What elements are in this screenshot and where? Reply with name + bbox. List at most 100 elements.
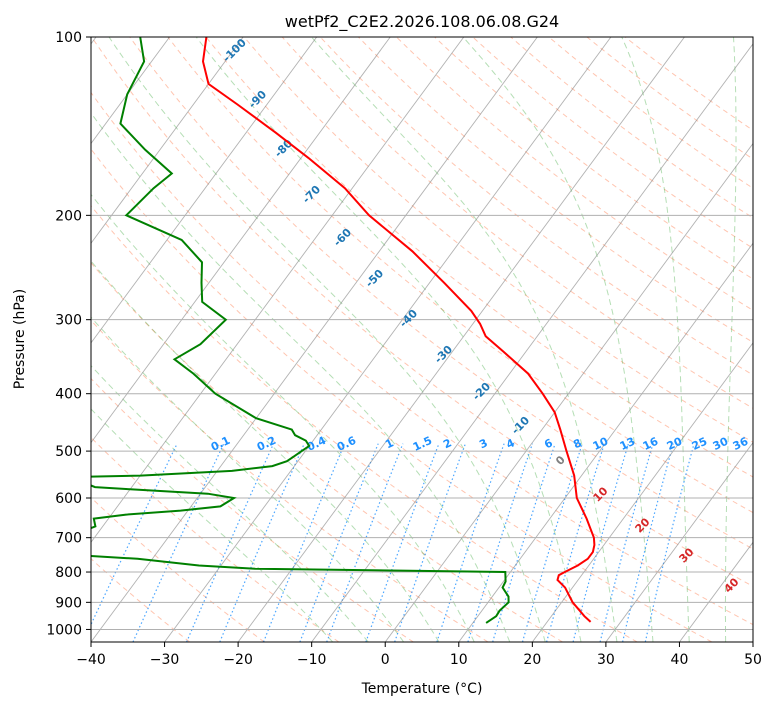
dry-adiabat xyxy=(91,205,638,642)
moist-adiabat xyxy=(108,37,546,642)
x-axis-label: Temperature (°C) xyxy=(361,681,483,697)
isotherm xyxy=(384,142,753,642)
mixing-ratio-line xyxy=(492,443,556,642)
isotherm-label: -80 xyxy=(272,137,295,160)
moist-adiabat xyxy=(91,260,440,642)
x-tick-label: −30 xyxy=(150,652,180,668)
moist-adiabat xyxy=(462,37,654,642)
isotherm xyxy=(91,37,244,244)
mixing-ratio-label: 13 xyxy=(618,435,637,453)
isotherm xyxy=(311,43,753,642)
isotherm-label: -100 xyxy=(220,36,249,65)
mixing-ratio-line xyxy=(467,443,534,642)
isotherm xyxy=(237,37,685,642)
isotherm-label: 30 xyxy=(677,545,697,565)
mixing-ratio-label: 10 xyxy=(591,435,611,453)
moist-adiabat xyxy=(724,37,737,642)
mixing-ratio-line xyxy=(521,443,583,642)
y-axis: 100 200 300 400 500 600 700 800 900 1000 xyxy=(46,30,91,638)
mixing-ratio-line xyxy=(622,443,674,642)
mixing-ratio-label: 3 xyxy=(477,436,489,451)
x-tick-label: 40 xyxy=(671,652,689,668)
dry-adiabat xyxy=(586,37,753,160)
mixing-ratio-label: 4 xyxy=(504,436,517,451)
isotherm-label: -50 xyxy=(363,267,386,290)
isotherm xyxy=(164,37,612,642)
isotherm-label: -30 xyxy=(432,343,455,366)
x-tick-label: 50 xyxy=(744,652,762,668)
x-tick-label: 0 xyxy=(381,652,390,668)
mixing-ratio-line xyxy=(219,443,305,642)
dry-adiabat xyxy=(91,148,713,642)
moist-adiabat xyxy=(91,193,475,642)
temperature-line xyxy=(201,37,596,623)
mixing-ratio-line xyxy=(436,443,505,642)
moist-adiabat xyxy=(195,37,582,642)
dry-adiabat xyxy=(319,37,753,376)
mixing-ratio-label: 25 xyxy=(690,435,709,453)
dry-adiabat xyxy=(91,436,340,642)
mixing-ratio-line xyxy=(599,443,654,642)
sounding-profiles xyxy=(91,37,596,624)
dry-adiabat xyxy=(510,37,753,219)
y-tick-label: 1000 xyxy=(46,622,82,638)
y-tick-label: 100 xyxy=(55,30,82,46)
isotherm-label: -70 xyxy=(300,183,323,206)
dry-adiabat xyxy=(91,377,414,642)
plot-frame xyxy=(90,36,754,643)
isotherm-label: 10 xyxy=(591,484,611,504)
moist-adiabat xyxy=(91,364,369,642)
x-axis: −40 −30 −20 −10 0 10 20 30 40 50 xyxy=(76,642,762,668)
chart-title: wetPf2_C2E2.2026.108.06.08.G24 xyxy=(285,12,559,32)
x-tick-label: −40 xyxy=(76,652,106,668)
mixing-ratio-line xyxy=(546,443,605,642)
dry-adiabat xyxy=(91,262,563,642)
isotherm-label: -90 xyxy=(246,88,269,111)
moist-adiabat xyxy=(311,37,618,642)
mixing-ratio-label: 6 xyxy=(542,436,555,451)
x-tick-label: 30 xyxy=(597,652,615,668)
mixing-ratio-line xyxy=(91,443,178,626)
mixing-ratio-line xyxy=(365,443,440,642)
x-tick-label: −10 xyxy=(297,652,327,668)
mixing-ratio-label: 1 xyxy=(383,436,395,451)
mixing-ratio-line xyxy=(132,443,225,642)
dry-adiabat xyxy=(396,37,753,311)
isotherm xyxy=(91,37,391,444)
dry-adiabat xyxy=(281,37,753,409)
isotherm-label: -10 xyxy=(509,414,532,437)
x-tick-label: −20 xyxy=(223,652,253,668)
x-tick-label: 10 xyxy=(450,652,468,668)
mixing-ratio-line xyxy=(394,443,466,642)
isotherm-label: -20 xyxy=(470,380,493,403)
moist-adiabat xyxy=(91,316,405,642)
isotherm xyxy=(91,37,538,642)
y-tick-label: 300 xyxy=(55,313,82,329)
dry-adiabat xyxy=(91,319,489,642)
dry-adiabat xyxy=(91,558,191,642)
y-tick-label: 900 xyxy=(55,595,82,611)
mixing-ratio-label: 36 xyxy=(731,435,751,453)
dry-adiabat xyxy=(91,496,265,642)
isotherm xyxy=(91,37,465,544)
isotherm xyxy=(752,641,753,642)
y-axis-label: Pressure (hPa) xyxy=(12,289,28,389)
dry-adiabat xyxy=(91,37,753,587)
isotherm xyxy=(531,342,753,642)
y-tick-label: 500 xyxy=(55,444,82,460)
isotherm-label: 0 xyxy=(553,453,568,468)
isotherm xyxy=(605,441,753,642)
dry-adiabat xyxy=(472,37,753,249)
x-tick-label: 20 xyxy=(523,652,541,668)
dry-adiabat xyxy=(91,91,753,626)
mixing-ratio-label: 30 xyxy=(711,435,731,453)
y-tick-label: 600 xyxy=(55,491,82,507)
dry-adiabat xyxy=(243,37,753,443)
dry-adiabat xyxy=(358,37,753,343)
y-tick-label: 400 xyxy=(55,387,82,403)
dry-adiabat xyxy=(548,37,753,189)
isotherm xyxy=(458,242,753,642)
mixing-ratio-label: 16 xyxy=(641,435,661,453)
isotherm-label: -40 xyxy=(397,307,420,330)
